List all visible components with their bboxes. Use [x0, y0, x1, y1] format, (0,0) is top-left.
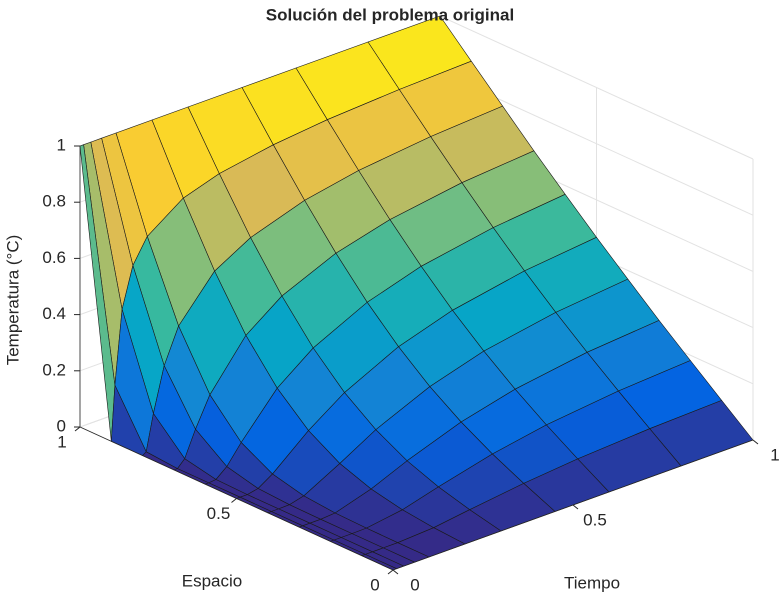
z-tick-label: 0.6	[42, 248, 66, 267]
z-tick-label: 0.8	[42, 192, 66, 211]
z-tick-label: 0.2	[42, 360, 66, 379]
z-tick-label: 0	[57, 416, 66, 435]
y-tick	[387, 569, 394, 575]
x-tick-label: 0.5	[583, 510, 607, 529]
x-tick-label: 1	[770, 445, 779, 464]
surface	[79, 15, 754, 571]
x-tick	[752, 439, 759, 445]
y-tick	[231, 498, 237, 503]
y-tick	[74, 426, 81, 432]
x-tick-label: 0	[410, 575, 419, 594]
y-tick-label: 1	[57, 432, 66, 451]
y-axis-label: Espacio	[182, 571, 242, 590]
z-axis-label: Temperatura (°C)	[3, 235, 22, 366]
x-tick	[572, 504, 579, 510]
z-tick-label: 0.4	[42, 304, 66, 323]
x-axis-label: Tiempo	[564, 573, 620, 592]
chart-title: Solución del problema original	[266, 5, 514, 24]
axis-line	[79, 146, 754, 571]
x-tick	[392, 569, 399, 575]
y-tick-label: 0	[370, 575, 379, 594]
y-tick-label: 0.5	[207, 504, 231, 523]
z-tick-label: 1	[57, 135, 66, 154]
